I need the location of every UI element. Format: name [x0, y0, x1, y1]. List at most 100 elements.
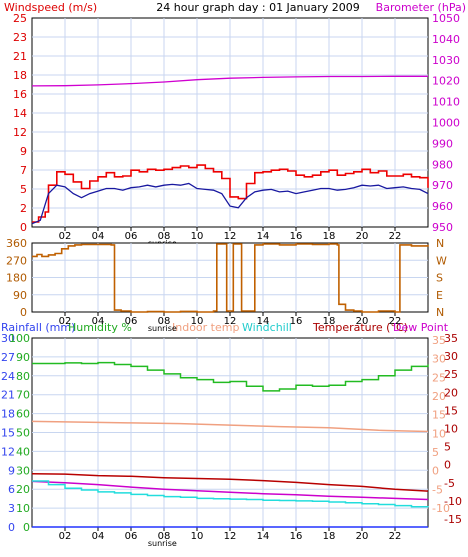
y-tick-wind-1-5: 12 — [13, 126, 27, 139]
y-tick-baro-1-5: 1000 — [432, 117, 460, 130]
y-tick-hum-3-7: 70 — [16, 389, 30, 402]
y-tick-wind-1-2: 5 — [20, 183, 27, 196]
chart-drawing: 0204060810121416182022sunrise02579121416… — [1, 12, 462, 548]
y-tick-rain-3-7: 21 — [1, 389, 15, 402]
y-tick-baro-1-9: 1040 — [432, 33, 460, 46]
x-tick-label-1-04: 04 — [92, 231, 105, 242]
y-tick-indoor-3-5: 15 — [432, 409, 446, 422]
y-tick-temp-3-9: 30 — [444, 350, 458, 363]
y-tick-rain-3-4: 12 — [1, 445, 15, 458]
y-tick-baro-1-7: 1020 — [432, 75, 460, 88]
humidity-axis-label: Humidity % — [68, 321, 132, 334]
x-tick-label-1-20: 20 — [356, 231, 369, 242]
y-tick-wind-1-11: 25 — [13, 12, 27, 25]
x-tick-label-2-22: 22 — [389, 316, 402, 327]
y-tick-rain-3-8: 24 — [1, 370, 15, 383]
y-tick-temp-3-2: -5 — [444, 477, 455, 490]
x-tick-label-3-08: 08 — [158, 531, 171, 542]
y-tick-temp-3-6: 15 — [444, 404, 458, 417]
x-tick-label-1-10: 10 — [191, 231, 204, 242]
y-tick-baro-1-10: 1050 — [432, 12, 460, 25]
x-tick-label-1-02: 02 — [59, 231, 72, 242]
y-tick-wind-1-3: 7 — [20, 164, 27, 177]
x-tick-label-2-08: 08 — [158, 316, 171, 327]
y-tick-hum-3-3: 30 — [16, 464, 30, 477]
y-tick-wind-1-1: 2 — [20, 202, 27, 215]
y-tick-wind-1-0: 0 — [20, 221, 27, 234]
y-tick-wind-1-6: 14 — [13, 107, 27, 120]
y-tick-deg-2-0: 0 — [20, 306, 27, 319]
y-tick-temp-3-3: 0 — [444, 459, 451, 472]
y-tick-wind-1-4: 9 — [20, 145, 27, 158]
x-tick-label-1-14: 14 — [257, 231, 270, 242]
y-tick-temp-3-5: 10 — [444, 423, 458, 436]
y-tick-indoor-3-8: 30 — [432, 353, 446, 366]
panel1-left-axis-label: Windspeed (m/s) — [4, 1, 97, 14]
x-tick-label-2-10: 10 — [191, 316, 204, 327]
x-tick-label-2-16: 16 — [290, 316, 303, 327]
y-tick-baro-1-6: 1010 — [432, 96, 460, 109]
x-tick-label-1-18: 18 — [323, 231, 336, 242]
chart-title: 24 hour graph day : 01 January 2009 — [156, 1, 360, 14]
x-tick-label-3-16: 16 — [290, 531, 303, 542]
y-tick-baro-1-4: 990 — [432, 137, 453, 150]
y-tick-indoor-3-2: 0 — [432, 465, 439, 478]
y-tick-baro-1-1: 960 — [432, 200, 453, 213]
y-tick-hum-3-1: 10 — [16, 502, 30, 515]
series-dew-point — [31, 480, 429, 501]
y-tick-compass-2-1: E — [436, 289, 443, 302]
y-tick-rain-3-5: 15 — [1, 427, 15, 440]
x-tick-label-2-02: 02 — [59, 316, 72, 327]
y-tick-compass-2-2: S — [436, 272, 443, 285]
x-tick-label-3-20: 20 — [356, 531, 369, 542]
y-tick-temp-3-4: 5 — [444, 441, 451, 454]
y-tick-baro-1-0: 950 — [432, 221, 453, 234]
y-tick-rain-3-3: 9 — [8, 464, 15, 477]
x-tick-label-3-12: 12 — [224, 531, 237, 542]
y-tick-temp-3-7: 20 — [444, 386, 458, 399]
y-tick-compass-2-0: N — [436, 306, 444, 319]
panel1-right-axis-label: Barometer (hPa) — [376, 1, 466, 14]
temperature-label: Temperature (°C) — [312, 321, 408, 334]
y-tick-indoor-3-3: 5 — [432, 446, 439, 459]
y-tick-indoor-3-6: 20 — [432, 390, 446, 403]
series-windchill — [32, 480, 429, 508]
y-tick-indoor-3-7: 25 — [432, 371, 446, 384]
dewpoint-label: Dew Point — [393, 321, 449, 334]
y-tick-deg-2-3: 270 — [6, 254, 27, 267]
y-tick-hum-3-9: 90 — [16, 351, 30, 364]
y-tick-hum-3-2: 20 — [16, 483, 30, 496]
y-tick-temp-3-1: -10 — [444, 495, 462, 508]
series-average-windspeed — [31, 182, 429, 225]
x-tick-label-1-22: 22 — [389, 231, 402, 242]
x-tick-label-3-04: 04 — [92, 531, 105, 542]
y-tick-compass-2-4: N — [436, 237, 444, 250]
y-tick-rain-3-0: 0 — [8, 521, 15, 534]
y-tick-rain-3-10: 30 — [1, 332, 15, 345]
y-tick-rain-3-9: 27 — [1, 351, 15, 364]
sunrise-label-3: sunrise — [148, 539, 177, 548]
x-tick-label-1-12: 12 — [224, 231, 237, 242]
series-indoor-temp — [31, 420, 429, 433]
y-tick-wind-1-10: 23 — [13, 31, 27, 44]
y-tick-hum-3-8: 80 — [16, 370, 30, 383]
x-tick-label-2-06: 06 — [125, 316, 138, 327]
y-tick-indoor-3-1: -5 — [432, 483, 443, 496]
series-temperature — [31, 473, 429, 492]
y-tick-deg-2-2: 180 — [6, 272, 27, 285]
y-tick-hum-3-4: 40 — [16, 445, 30, 458]
series-barometer — [31, 75, 428, 87]
y-tick-hum-3-5: 50 — [16, 427, 30, 440]
y-tick-temp-3-8: 25 — [444, 368, 458, 381]
y-tick-compass-2-3: W — [436, 254, 447, 267]
y-tick-wind-1-8: 18 — [13, 69, 27, 82]
y-tick-rain-3-1: 3 — [8, 502, 15, 515]
y-tick-deg-2-4: 360 — [6, 237, 27, 250]
x-tick-label-2-14: 14 — [257, 316, 270, 327]
series-wind-direction — [32, 243, 429, 313]
series-windspeed — [32, 164, 429, 223]
y-tick-wind-1-7: 16 — [13, 88, 27, 101]
y-tick-indoor-3-9: 35 — [432, 334, 446, 347]
x-tick-label-3-02: 02 — [59, 531, 72, 542]
